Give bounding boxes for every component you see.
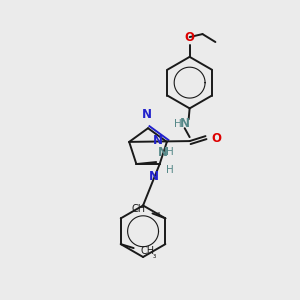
Text: N: N xyxy=(180,117,190,130)
Text: H: H xyxy=(174,119,182,129)
Text: ₃: ₃ xyxy=(152,250,156,260)
Text: H: H xyxy=(166,147,174,157)
Text: O: O xyxy=(184,31,195,44)
Text: N: N xyxy=(142,108,152,121)
Text: ₃: ₃ xyxy=(157,209,160,218)
Text: N: N xyxy=(149,170,159,183)
Text: H: H xyxy=(166,165,174,175)
Text: O: O xyxy=(212,132,221,145)
Text: CH: CH xyxy=(131,204,146,214)
Text: N: N xyxy=(153,134,163,147)
Text: CH: CH xyxy=(141,246,155,256)
Text: N: N xyxy=(158,146,168,159)
